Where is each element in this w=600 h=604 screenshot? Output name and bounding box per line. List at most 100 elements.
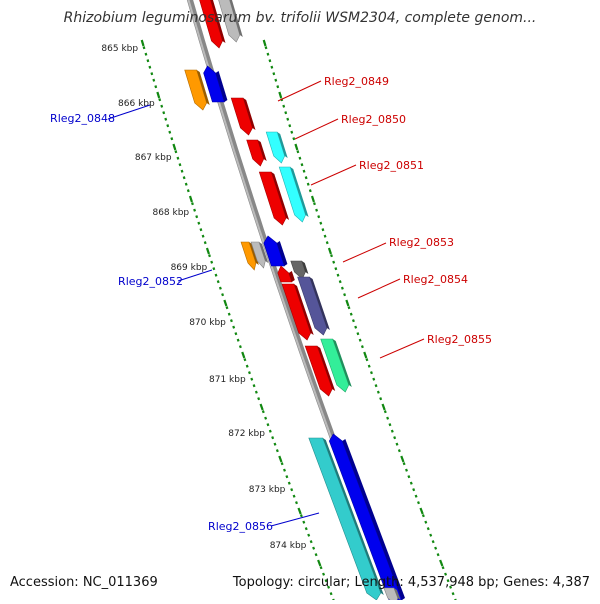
scale-label: 867 kbp <box>135 153 172 163</box>
gene-rleg2-0850-body[interactable] <box>265 131 286 164</box>
callout-rleg2_0856[interactable]: Rleg2_0856 <box>208 512 320 533</box>
scale-tick-right <box>300 163 304 167</box>
gene-0848-neighbor[interactable] <box>203 65 228 103</box>
scale-tick-right <box>306 182 310 186</box>
callout-rleg2_0851[interactable]: Rleg2_0851 <box>310 159 424 186</box>
gene-0852-grey[interactable] <box>250 241 269 269</box>
gene-top-red-body[interactable] <box>198 0 223 49</box>
scale-label: 869 kbp <box>171 263 208 273</box>
callout-leader-line <box>177 269 213 282</box>
callout-rleg2_0850[interactable]: Rleg2_0850 <box>294 113 406 140</box>
scale-tick-left <box>295 501 298 505</box>
gene-rleg2-0849[interactable] <box>230 97 256 136</box>
gene-rleg2-0851-body[interactable] <box>278 166 306 223</box>
gene-rleg2-0853-body[interactable] <box>277 265 293 283</box>
gene-label[interactable]: Rleg2_0853 <box>389 236 454 249</box>
gene-label[interactable]: Rleg2_0854 <box>403 273 468 286</box>
callout-rleg2_0854[interactable]: Rleg2_0854 <box>357 273 468 299</box>
scale-tick-left <box>292 494 296 498</box>
callout-rleg2_0855[interactable]: Rleg2_0855 <box>379 333 492 359</box>
scale-tick-right <box>393 436 397 440</box>
scale-tick-left <box>275 449 279 453</box>
gene-label[interactable]: Rleg2_0855 <box>427 333 492 346</box>
scale-tick-left <box>264 416 268 420</box>
scale-label: 866 kbp <box>118 99 155 109</box>
callout-rleg2_0849[interactable]: Rleg2_0849 <box>277 75 389 102</box>
gene-top-grey-body[interactable] <box>217 0 241 43</box>
scale-tick-left <box>152 78 156 82</box>
scale-tick-left <box>319 566 323 570</box>
gene-rleg2-0856-body[interactable] <box>308 437 382 601</box>
gene-0855-red-body[interactable] <box>304 345 333 397</box>
gene-label[interactable]: Rleg2_0848 <box>50 112 115 125</box>
scale-tick-right <box>449 585 453 589</box>
gene-0852-blue-body[interactable] <box>263 235 285 267</box>
gene-bottom-grey-shade <box>393 588 401 600</box>
scale-tick-left <box>184 182 188 186</box>
gene-rleg2-0855[interactable] <box>320 338 352 393</box>
callout-rleg2_0848[interactable]: Rleg2_0848 <box>50 104 151 125</box>
gene-label[interactable]: Rleg2_0856 <box>208 520 273 533</box>
scale-tick-left <box>250 377 254 381</box>
gene-label[interactable]: Rleg2_0850 <box>341 113 406 126</box>
accession-label: Accession: NC_011369 <box>10 575 158 590</box>
scale-tick-right <box>376 390 380 394</box>
scale-tick-left <box>221 293 225 297</box>
gene-0851-red[interactable] <box>258 171 290 226</box>
gene-top-red[interactable] <box>198 0 226 49</box>
gene-label[interactable]: Rleg2_0849 <box>324 75 389 88</box>
scale-tick-right <box>405 468 408 472</box>
gene-rleg2-0855-shade <box>332 339 352 387</box>
gene-rleg2-0848-body[interactable] <box>184 69 208 111</box>
callout-leader-line <box>294 118 339 140</box>
gene-top-grey[interactable] <box>217 0 243 43</box>
gene-label[interactable]: Rleg2_0851 <box>359 159 424 172</box>
gene-0848-neighbor-body[interactable] <box>203 65 225 103</box>
gene-0855-red[interactable] <box>304 345 336 397</box>
gene-0850-red-body[interactable] <box>246 139 265 167</box>
gene-0853-dark-body[interactable] <box>290 260 306 280</box>
scale-tick-right <box>343 293 347 297</box>
gene-0852-blue[interactable] <box>263 235 288 267</box>
scale-tick-left <box>178 163 182 167</box>
gene-0854-red[interactable] <box>281 283 314 341</box>
scale-tick-right <box>268 59 272 63</box>
scale-tick-left <box>261 410 265 414</box>
gene-0854-red-body[interactable] <box>281 283 312 341</box>
scale-label: 871 kbp <box>209 375 246 385</box>
scale-label: 870 kbp <box>189 318 226 328</box>
gene-0852-grey-body[interactable] <box>250 241 266 269</box>
gene-0851-red-body[interactable] <box>258 171 287 226</box>
gene-rleg2-0854-shade <box>309 277 330 330</box>
gene-rleg2-0854[interactable] <box>297 276 330 336</box>
gene-rleg2-0852-body[interactable] <box>240 241 257 271</box>
scale-tick-right <box>365 358 369 362</box>
gene-rleg2-0854-body[interactable] <box>297 276 328 336</box>
scale-tick-left <box>156 91 161 99</box>
gene-rleg2-0856[interactable] <box>308 437 384 601</box>
gene-rleg2-0849-shade <box>243 98 256 130</box>
scale-tick-left <box>227 312 231 316</box>
gene-rleg2-0855-body[interactable] <box>320 338 350 393</box>
scale-tick-left <box>199 228 203 232</box>
scale-tick-left <box>205 247 210 255</box>
gene-rleg2-0850[interactable] <box>265 131 288 164</box>
scale-tick-left <box>225 306 229 310</box>
scale-tick-right <box>304 176 308 180</box>
scale-label: 872 kbp <box>228 429 265 439</box>
gene-rleg2-0849-body[interactable] <box>230 97 253 136</box>
gene-label[interactable]: Rleg2_0852 <box>118 275 183 288</box>
scale-tick-left <box>193 208 197 212</box>
callout-rleg2_0853[interactable]: Rleg2_0853 <box>342 236 454 263</box>
callout-rleg2_0852[interactable]: Rleg2_0852 <box>118 269 213 288</box>
gene-rleg2-0848[interactable] <box>184 69 210 111</box>
scale-tick-right <box>323 234 327 238</box>
callout-leader-line <box>342 242 387 263</box>
gene-0850-red[interactable] <box>246 139 267 167</box>
scale-tick-right <box>383 410 387 414</box>
gene-0853-dark[interactable] <box>290 260 309 280</box>
gene-rleg2-0851[interactable] <box>278 166 309 223</box>
gene-rleg2-0853[interactable] <box>277 265 295 283</box>
